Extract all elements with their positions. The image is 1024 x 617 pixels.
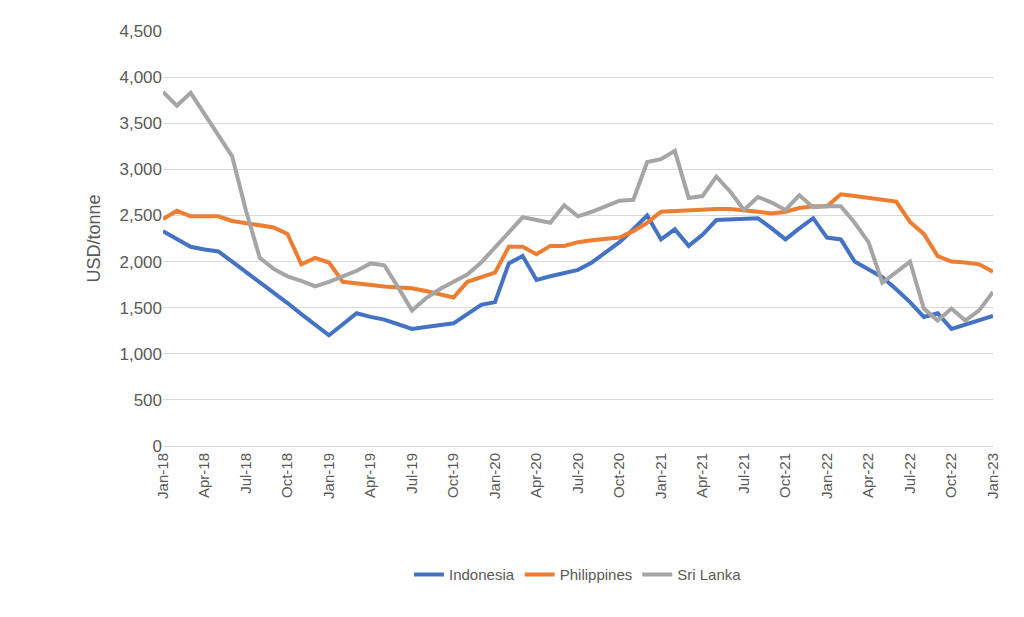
svg-text:Jan-21: Jan-21: [652, 453, 669, 499]
svg-text:Apr-19: Apr-19: [361, 453, 378, 498]
svg-text:3,500: 3,500: [119, 114, 162, 133]
svg-text:Oct-18: Oct-18: [278, 453, 295, 498]
svg-text:Jan-23: Jan-23: [984, 453, 1001, 499]
svg-text:Oct-22: Oct-22: [942, 453, 959, 498]
svg-text:Sri Lanka: Sri Lanka: [677, 566, 741, 583]
svg-text:Jul-21: Jul-21: [735, 453, 752, 494]
svg-text:2,000: 2,000: [119, 253, 162, 272]
svg-text:500: 500: [134, 391, 162, 410]
svg-text:Jan-22: Jan-22: [818, 453, 835, 499]
svg-text:Oct-19: Oct-19: [444, 453, 461, 498]
svg-text:Apr-21: Apr-21: [693, 453, 710, 498]
svg-text:1,500: 1,500: [119, 299, 162, 318]
svg-text:Apr-20: Apr-20: [527, 453, 544, 498]
svg-text:4,500: 4,500: [119, 22, 162, 41]
svg-text:Jan-19: Jan-19: [320, 453, 337, 499]
svg-text:3,000: 3,000: [119, 160, 162, 179]
svg-text:USD/tonne: USD/tonne: [84, 194, 104, 282]
svg-text:Oct-20: Oct-20: [610, 453, 627, 498]
svg-text:Indonesia: Indonesia: [449, 566, 515, 583]
svg-text:Jan-18: Jan-18: [154, 453, 171, 499]
svg-text:Apr-18: Apr-18: [195, 453, 212, 498]
svg-text:Jul-18: Jul-18: [237, 453, 254, 494]
svg-text:Philippines: Philippines: [560, 566, 633, 583]
svg-text:Apr-22: Apr-22: [859, 453, 876, 498]
svg-text:Jul-22: Jul-22: [901, 453, 918, 494]
svg-text:Jul-19: Jul-19: [403, 453, 420, 494]
svg-text:4,000: 4,000: [119, 68, 162, 87]
svg-text:Oct-21: Oct-21: [776, 453, 793, 498]
svg-text:0: 0: [153, 437, 162, 456]
svg-text:Jan-20: Jan-20: [486, 453, 503, 499]
svg-text:Jul-20: Jul-20: [569, 453, 586, 494]
svg-text:1,000: 1,000: [119, 345, 162, 364]
svg-text:2,500: 2,500: [119, 206, 162, 225]
